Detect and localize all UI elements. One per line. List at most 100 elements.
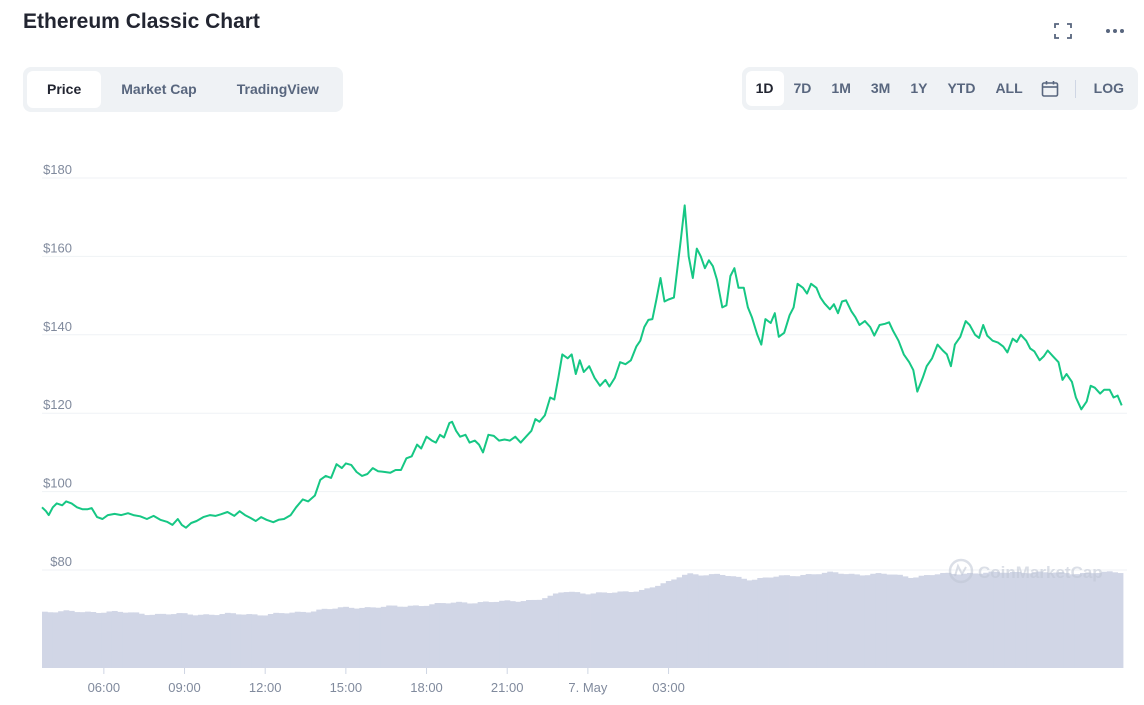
- range-3m[interactable]: 3M: [870, 80, 891, 96]
- volume-bar: [122, 612, 129, 668]
- volume-bar: [875, 573, 882, 668]
- volume-bar: [681, 574, 688, 668]
- tab-price[interactable]: Price: [27, 71, 102, 108]
- volume-bar: [918, 575, 925, 668]
- volume-bar: [192, 615, 199, 668]
- calendar-icon[interactable]: [1033, 71, 1067, 106]
- volume-bar: [251, 614, 258, 668]
- range-ytd[interactable]: YTD: [947, 80, 976, 96]
- volume-bar: [273, 612, 280, 668]
- volume-bar: [456, 601, 462, 668]
- y-tick-label: $140: [43, 319, 72, 334]
- volume-bar: [138, 613, 145, 668]
- watermark-logo-icon: [948, 558, 974, 584]
- volume-bar: [644, 588, 651, 668]
- volume-bar: [267, 613, 274, 668]
- tab-market-cap[interactable]: Market Cap: [121, 81, 197, 97]
- volume-bar: [154, 613, 161, 668]
- volume-bar: [714, 573, 721, 668]
- divider: [1074, 79, 1076, 98]
- volume-bar: [499, 600, 505, 668]
- y-tick-label: $160: [43, 240, 72, 255]
- page-title: Ethereum Classic Chart: [23, 10, 260, 33]
- volume-bar: [359, 607, 366, 668]
- volume-bar: [687, 573, 694, 668]
- volume-bar: [1058, 572, 1065, 668]
- volume-bar: [477, 602, 484, 668]
- range-1m[interactable]: 1M: [831, 80, 851, 96]
- volume-bar: [1106, 571, 1113, 668]
- volume-bar: [751, 579, 758, 668]
- range-all[interactable]: ALL: [995, 80, 1023, 96]
- fullscreen-icon[interactable]: [1052, 20, 1074, 42]
- volume-bar: [203, 614, 210, 668]
- x-tick-label: 09:00: [168, 680, 201, 695]
- volume-bar: [1020, 573, 1027, 668]
- chart-type-tabs: Price Market Cap TradingView: [23, 67, 343, 112]
- volume-bar: [762, 577, 769, 668]
- volume-bar: [778, 575, 785, 668]
- volume-bar: [886, 574, 893, 668]
- volume-bar: [133, 612, 140, 668]
- volume-bar: [999, 572, 1006, 668]
- volume-bar: [386, 605, 392, 668]
- volume-bar: [396, 606, 403, 668]
- volume-bar: [832, 572, 839, 668]
- volume-bar: [1036, 571, 1043, 668]
- volume-bar: [240, 614, 247, 668]
- volume-bar: [380, 606, 387, 668]
- volume-bar: [101, 612, 107, 668]
- volume-bar: [294, 611, 301, 668]
- volume-bar: [461, 602, 468, 668]
- volume-bar: [332, 608, 339, 668]
- volume-bar: [854, 574, 860, 668]
- volume-bar: [907, 577, 914, 668]
- volume-bar: [526, 599, 532, 668]
- volume-bar: [418, 606, 425, 668]
- volume-bar: [391, 605, 398, 668]
- volume-bar: [235, 614, 242, 668]
- volume-bar: [187, 614, 193, 668]
- volume-bar: [913, 577, 920, 668]
- volume-bar: [735, 576, 742, 668]
- volume-bar: [784, 575, 790, 668]
- volume-bar: [509, 601, 516, 668]
- range-1y[interactable]: 1Y: [910, 80, 928, 96]
- volume-bar: [1079, 572, 1086, 668]
- volume-bar: [337, 607, 344, 668]
- volume-bar: [805, 574, 812, 668]
- volume-bar: [305, 612, 312, 668]
- volume-bar: [638, 589, 645, 668]
- volume-bar: [692, 574, 699, 668]
- volume-bar: [445, 603, 452, 668]
- volume-bar: [375, 607, 382, 668]
- volume-bar: [585, 594, 591, 668]
- volume-bar: [816, 574, 823, 668]
- volume-bar: [429, 604, 436, 668]
- volume-bar: [945, 572, 952, 668]
- watermark-logo-mark: [954, 563, 967, 577]
- tab-tradingview[interactable]: TradingView: [236, 81, 319, 97]
- volume-bar: [149, 614, 156, 668]
- volume-bar: [789, 576, 796, 668]
- volume-bar: [224, 612, 231, 668]
- volume-bar: [90, 612, 97, 668]
- volume-bar: [493, 601, 500, 668]
- volume-bar: [531, 599, 538, 668]
- log-scale-toggle[interactable]: LOG: [1093, 80, 1124, 96]
- volume-bar: [891, 574, 898, 668]
- volume-bar: [579, 593, 586, 668]
- range-7d[interactable]: 7D: [793, 80, 812, 96]
- volume-bar: [197, 614, 204, 668]
- volume-bar: [111, 610, 118, 668]
- range-1d[interactable]: 1D: [745, 71, 784, 106]
- volume-bar: [327, 609, 333, 668]
- volume-bar: [128, 612, 134, 668]
- volume-bar: [924, 575, 930, 668]
- volume-bar: [563, 592, 570, 668]
- volume-bar: [601, 592, 608, 668]
- volume-bar: [811, 574, 817, 668]
- volume-bar: [214, 615, 220, 668]
- volume-bar: [940, 572, 946, 668]
- more-icon[interactable]: [1104, 20, 1126, 42]
